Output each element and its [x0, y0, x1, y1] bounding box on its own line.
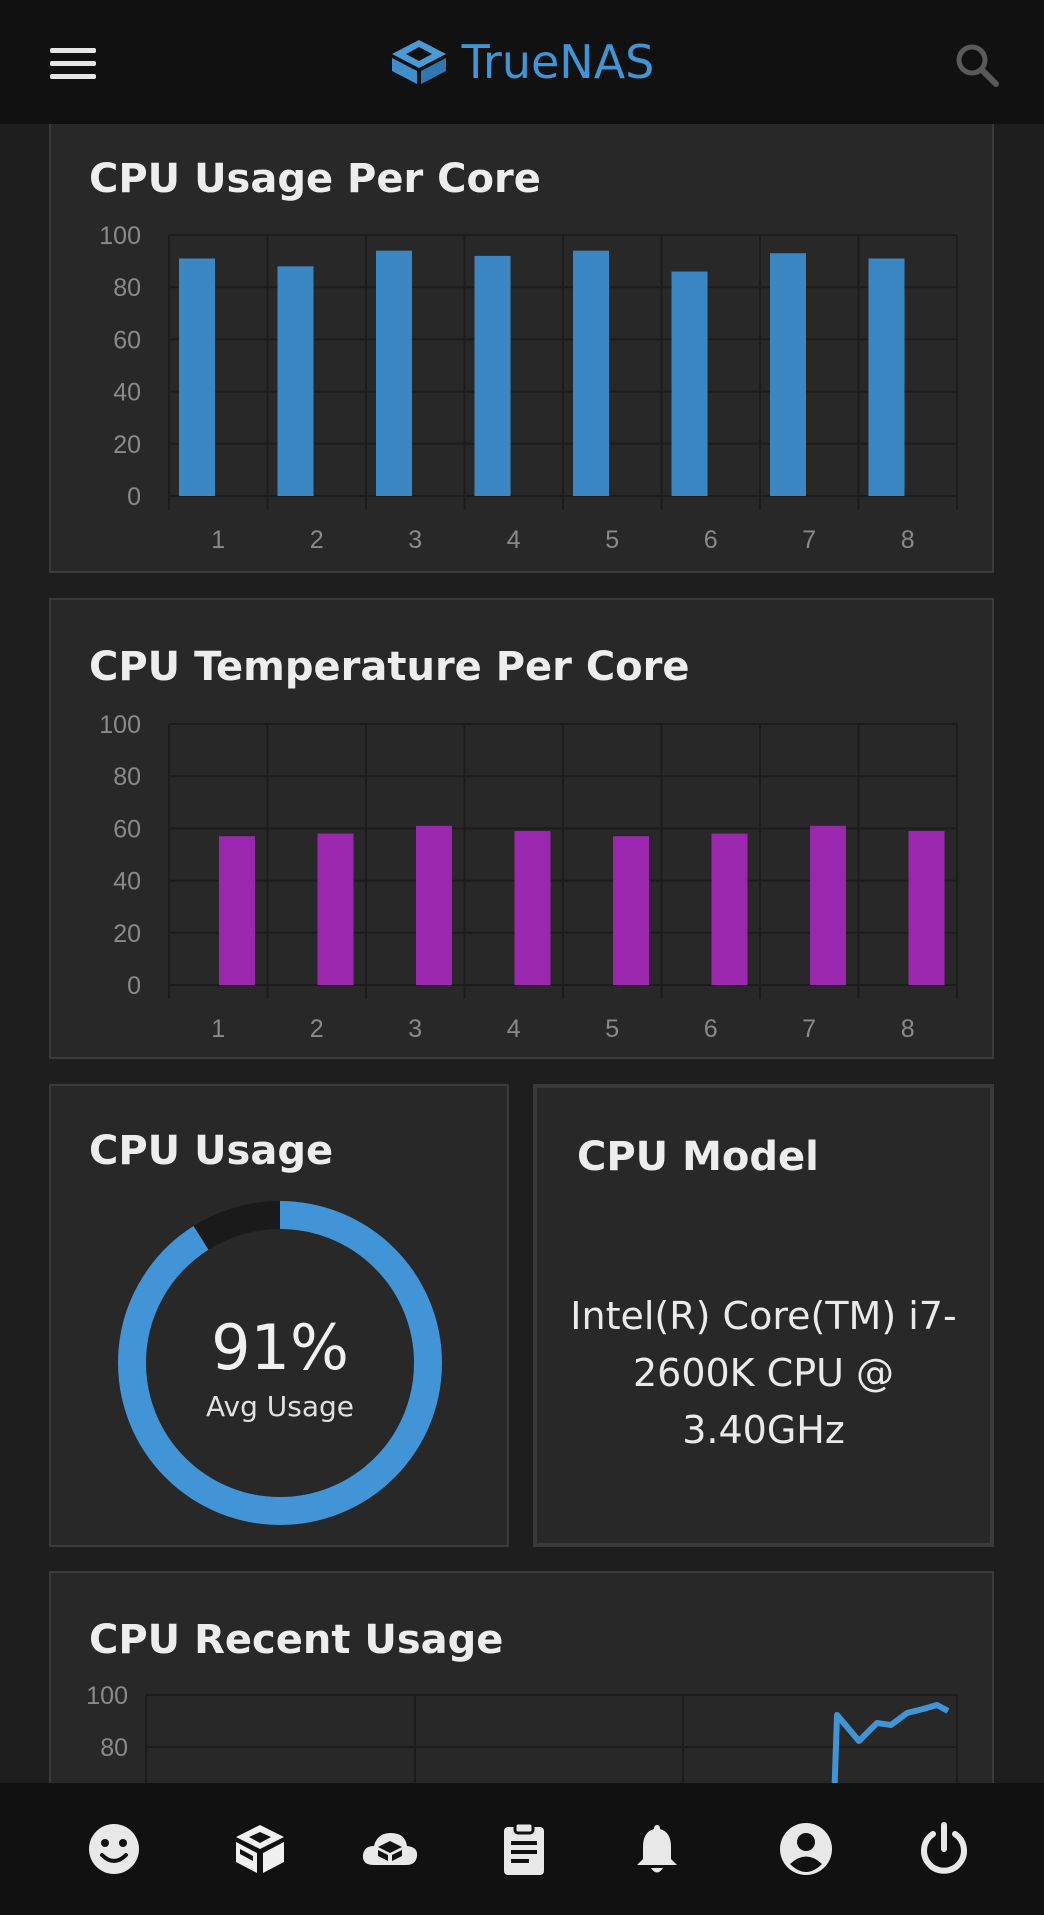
x-tick-label: 2: [310, 1015, 324, 1043]
x-tick-label: 8: [901, 526, 915, 554]
cloud-icon[interactable]: [360, 1819, 420, 1879]
gauge-sublabel: Avg Usage: [206, 1390, 354, 1423]
y-tick-label: 20: [113, 431, 141, 459]
cpu-usage-card: CPU Usage 91% Avg Usage: [49, 1084, 509, 1547]
truenas-logo-icon: [391, 40, 446, 84]
bar: [179, 258, 215, 496]
card-title: CPU Recent Usage: [89, 1617, 504, 1663]
brand-name: TrueNAS: [461, 35, 655, 89]
card-title: CPU Usage Per Core: [89, 156, 541, 202]
bell-icon[interactable]: [627, 1819, 687, 1879]
bar: [908, 831, 945, 985]
bar: [317, 833, 354, 985]
x-tick-label: 4: [507, 526, 521, 554]
y-tick-label: 60: [113, 326, 141, 354]
account-icon[interactable]: [776, 1819, 836, 1879]
gauge-value: 91%: [211, 1311, 349, 1384]
bar: [770, 253, 806, 496]
y-tick-label: 80: [100, 1734, 128, 1762]
bar: [810, 825, 846, 985]
x-tick-label: 5: [605, 1015, 619, 1043]
y-tick-label: 80: [113, 274, 141, 302]
x-tick-label: 3: [408, 1015, 422, 1043]
y-tick-label: 100: [86, 1682, 128, 1710]
y-tick-label: 0: [127, 972, 141, 1000]
bar: [277, 266, 314, 496]
x-tick-label: 3: [408, 526, 422, 554]
bottom-navigation: [0, 1783, 1044, 1915]
cpu-temperature-bar-chart: 0 20 40 60 80 100 1 2 3 4 5 6 7 8: [99, 711, 958, 1043]
smiley-icon[interactable]: [84, 1819, 144, 1879]
bar: [514, 831, 551, 985]
bar: [416, 825, 452, 985]
bar: [711, 833, 748, 985]
y-tick-label: 0: [127, 483, 141, 511]
cpu-usage-bar-chart: 0 20 40 60 80 100 1 2 3 4 5 6 7 8: [99, 222, 958, 554]
cpu-model-name: Intel(R) Core(TM) i7-2600K CPU @ 3.40GHz: [570, 1294, 957, 1452]
brand-logo: TrueNAS: [390, 35, 655, 89]
y-tick-label: 100: [99, 711, 141, 739]
bar: [474, 255, 511, 496]
x-tick-label: 6: [704, 526, 718, 554]
hamburger-menu-icon[interactable]: [50, 48, 96, 82]
clipboard-icon[interactable]: [494, 1819, 554, 1879]
x-tick-label: 1: [211, 1015, 225, 1043]
cpu-usage-per-core-card: CPU Usage Per Core 0 20 40 60 80 100 1 2 3 4 5 6 7 8: [49, 124, 994, 573]
card-title: CPU Usage: [89, 1128, 334, 1174]
x-tick-label: 4: [507, 1015, 521, 1043]
gauge-fill: [118, 1201, 442, 1525]
x-tick-label: 7: [802, 526, 816, 554]
cpu-model-card: CPU Model Intel(R) Core(TM) i7-2600K CPU…: [533, 1084, 994, 1547]
bar: [671, 271, 708, 496]
power-icon[interactable]: [914, 1819, 974, 1879]
x-tick-label: 8: [901, 1015, 915, 1043]
x-tick-label: 5: [605, 526, 619, 554]
bar: [219, 836, 255, 985]
bar: [573, 250, 609, 496]
bar: [376, 250, 412, 496]
y-tick-label: 100: [99, 222, 141, 250]
top-bar: TrueNAS: [0, 0, 1044, 124]
bar: [613, 836, 649, 985]
truenas-logo-icon[interactable]: [230, 1819, 290, 1879]
y-tick-label: 80: [113, 763, 141, 791]
card-title: CPU Temperature Per Core: [89, 644, 690, 690]
y-tick-label: 40: [113, 379, 141, 407]
y-tick-label: 20: [113, 920, 141, 948]
x-tick-label: 7: [802, 1015, 816, 1043]
usage-line: [830, 1702, 950, 1833]
x-tick-label: 6: [704, 1015, 718, 1043]
x-tick-label: 2: [310, 526, 324, 554]
y-tick-label: 40: [113, 868, 141, 896]
bar: [868, 258, 905, 496]
x-tick-label: 1: [211, 526, 225, 554]
cpu-usage-gauge: 91% Avg Usage: [118, 1201, 442, 1525]
cpu-temperature-per-core-card: CPU Temperature Per Core 0 20 40 60 80 100 1 2 3…: [49, 598, 994, 1059]
search-icon[interactable]: [954, 42, 1000, 88]
y-tick-label: 60: [113, 815, 141, 843]
card-title: CPU Model: [577, 1134, 819, 1180]
